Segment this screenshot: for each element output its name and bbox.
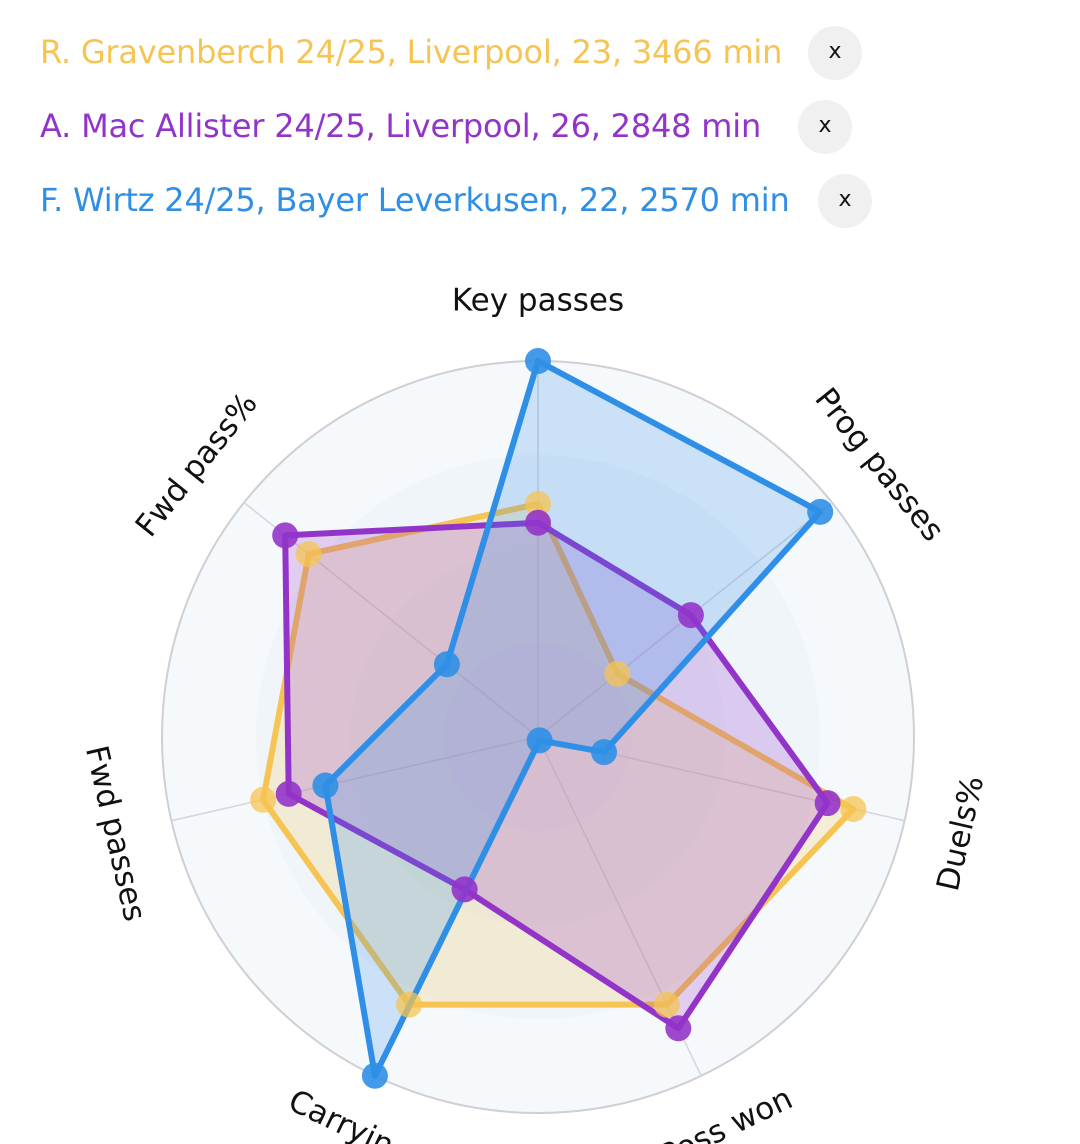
legend-label-gravenberch: R. Gravenberch 24/25, Liverpool, 23, 346…	[40, 33, 783, 71]
data-point-s3-a4[interactable]	[526, 727, 553, 754]
axis-label-3: Duels%	[930, 773, 991, 895]
axis-label-4: Poss won	[654, 1080, 798, 1144]
data-point-s2-a5[interactable]	[451, 876, 478, 903]
data-point-s2-a3[interactable]	[814, 790, 841, 817]
data-point-s1-a2[interactable]	[604, 660, 631, 687]
data-point-s3-a2[interactable]	[807, 498, 834, 525]
data-point-s2-a1[interactable]	[525, 509, 551, 536]
data-point-s3-a7[interactable]	[433, 651, 460, 678]
remove-wirtz-button[interactable]: x	[818, 174, 872, 228]
legend-label-wirtz: F. Wirtz 24/25, Bayer Leverkusen, 22, 25…	[40, 181, 790, 219]
data-point-s2-a2[interactable]	[677, 602, 704, 629]
data-point-s1-a4[interactable]	[653, 991, 680, 1018]
data-point-s3-a6[interactable]	[312, 772, 339, 799]
remove-gravenberch-button[interactable]: x	[808, 26, 862, 80]
data-point-s1-a5[interactable]	[396, 991, 423, 1018]
data-point-s3-a1[interactable]	[525, 348, 551, 374]
remove-mac-allister-button[interactable]: x	[798, 100, 852, 154]
axis-label-1: Key passes	[452, 283, 624, 319]
data-point-s3-a3[interactable]	[591, 739, 617, 766]
axis-label-5: Carrying	[283, 1083, 417, 1144]
data-point-s1-a7[interactable]	[295, 541, 322, 568]
data-point-s1-a1[interactable]	[525, 490, 551, 517]
data-point-s1-a3[interactable]	[840, 796, 867, 822]
series-area-3	[322, 358, 824, 1079]
axis-label-6: Fwd passes	[78, 742, 153, 924]
radar-spoke-6	[171, 736, 539, 822]
data-point-s2-a4[interactable]	[665, 1015, 692, 1042]
legend-label-mac-allister: A. Mac Allister 24/25, Liverpool, 26, 28…	[40, 107, 762, 145]
data-point-s1-a6[interactable]	[250, 786, 277, 813]
series-area-2	[282, 519, 831, 1032]
data-point-s3-a5[interactable]	[361, 1062, 388, 1089]
data-point-s2-a7[interactable]	[272, 522, 299, 549]
radar-series	[250, 348, 867, 1089]
data-point-s2-a6[interactable]	[275, 780, 302, 807]
